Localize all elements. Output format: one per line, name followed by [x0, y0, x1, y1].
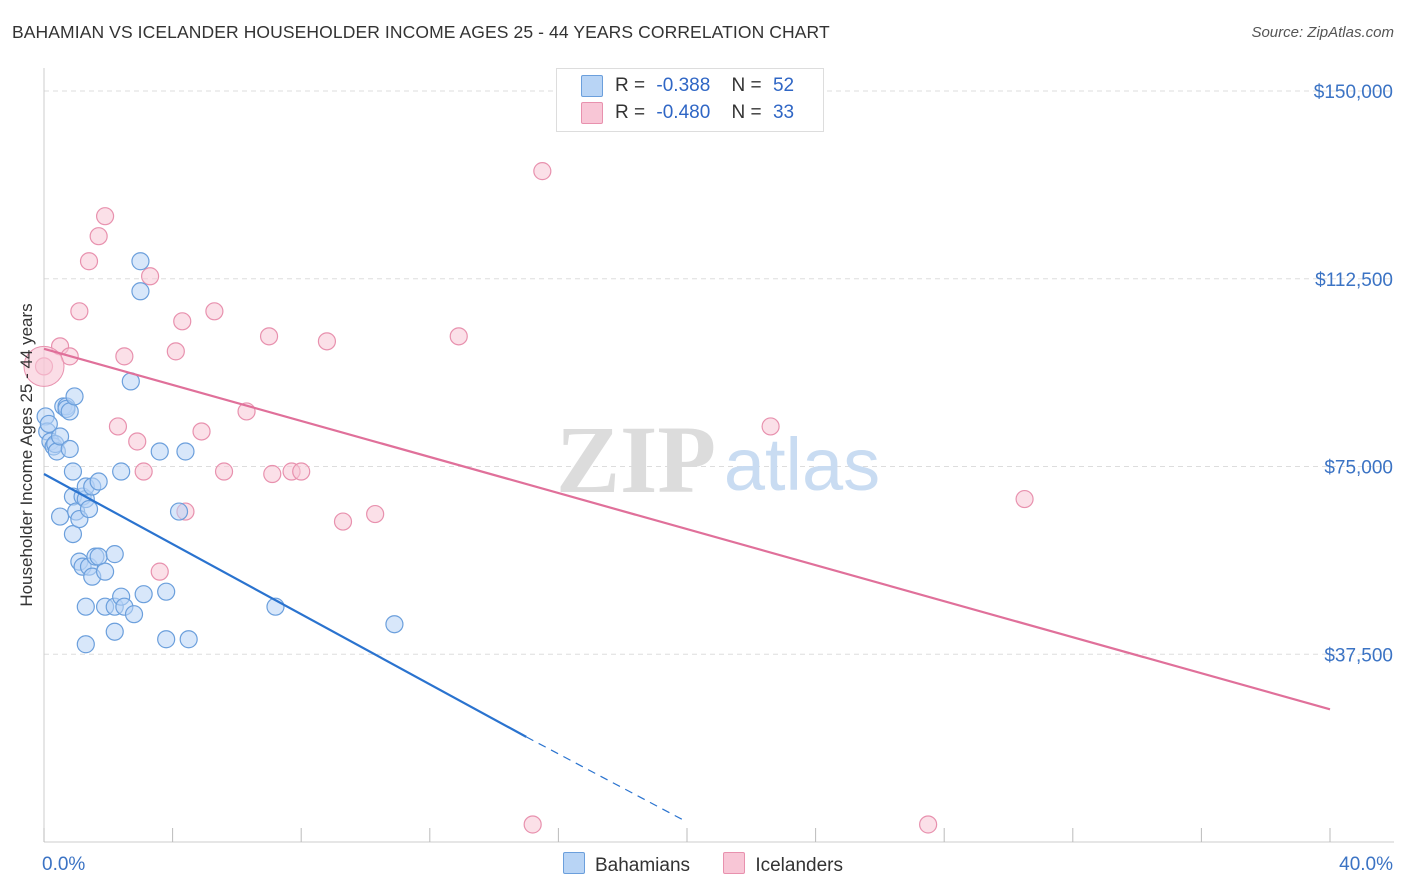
bahamians-point	[76, 597, 95, 616]
legend-n-label: N =	[731, 75, 762, 97]
icelanders-point	[292, 462, 311, 481]
bahamians-point	[76, 635, 95, 654]
y-tick-label: $112,500	[1315, 270, 1393, 291]
bahamians-point	[39, 414, 58, 434]
icelanders-point	[70, 302, 89, 321]
legend-n-label: N =	[731, 102, 762, 124]
icelanders-point	[259, 327, 279, 346]
legend-row-icelanders: R = -0.480 N = 33	[581, 102, 794, 126]
icelanders-point	[449, 327, 468, 346]
icelanders-point	[523, 815, 542, 834]
icelanders-point	[919, 815, 938, 834]
icelanders-point	[214, 462, 234, 481]
series-legend: Bahamians Icelanders	[0, 852, 1406, 877]
icelanders-point	[366, 504, 385, 524]
icelanders-point	[192, 422, 211, 441]
legend-label-icelanders: Icelanders	[755, 855, 843, 876]
bahamians-point	[60, 439, 79, 459]
bahamians-point	[79, 499, 99, 519]
legend-swatch-bahamians	[562, 852, 585, 874]
icelanders-point	[89, 227, 108, 246]
legend-n-value: 52	[772, 75, 795, 97]
y-tick-label: $150,000	[1314, 82, 1393, 103]
bahamians-point	[131, 252, 150, 271]
legend-item-bahamians: Bahamians	[562, 852, 691, 877]
icelanders-point	[134, 462, 153, 481]
icelanders-point	[333, 512, 353, 531]
source-credit: Source: ZipAtlas.com	[1251, 24, 1394, 41]
bahamians-point	[60, 402, 79, 421]
bahamians-point	[105, 545, 124, 564]
bahamians-trendline	[43, 473, 527, 738]
legend-r-label: R =	[615, 102, 646, 124]
bahamians-point	[157, 582, 176, 601]
bahamians-point	[63, 462, 83, 481]
icelanders-point	[128, 432, 147, 451]
bahamians-point	[157, 630, 176, 649]
icelanders-point	[115, 347, 134, 366]
trendlines	[43, 347, 1331, 823]
bahamians-point	[134, 585, 153, 604]
bahamians-point	[179, 630, 198, 649]
y-tick-label: $75,000	[1324, 458, 1393, 479]
icelanders-point	[166, 342, 185, 361]
bahamians-point	[131, 282, 150, 301]
legend-swatch-icelanders	[723, 852, 746, 874]
icelanders-points	[23, 162, 1034, 834]
icelanders-point	[173, 312, 192, 331]
bahamians-point	[95, 562, 115, 581]
bahamians-points	[36, 252, 404, 654]
watermark-atlas: atlas	[724, 423, 880, 506]
bahamians-point	[176, 442, 195, 461]
icelanders-point-large	[23, 345, 65, 387]
icelanders-point	[205, 302, 224, 321]
bahamians-point	[105, 622, 124, 641]
legend-item-icelanders: Icelanders	[723, 852, 843, 877]
bahamians-point	[50, 507, 70, 526]
correlation-legend: R = -0.388 N = 52 R = -0.480 N = 33	[556, 68, 824, 132]
legend-row-bahamians: R = -0.388 N = 52	[581, 75, 794, 99]
legend-r-value: -0.388	[656, 75, 711, 97]
legend-swatch-icelanders	[581, 102, 603, 124]
bahamians-trendline-extension	[525, 736, 688, 823]
watermark: ZIP atlas	[556, 406, 880, 513]
bahamians-point	[124, 605, 144, 624]
bahamians-point	[385, 615, 404, 634]
icelanders-point	[533, 162, 552, 181]
icelanders-point	[95, 207, 115, 226]
axes	[43, 68, 1394, 843]
bahamians-point	[65, 387, 84, 406]
bahamians-point	[169, 502, 189, 521]
icelanders-point	[79, 252, 99, 271]
legend-swatch-bahamians	[581, 75, 603, 97]
bahamians-point	[63, 524, 83, 544]
watermark-zip: ZIP	[556, 406, 716, 513]
icelanders-point	[317, 332, 337, 351]
bahamians-point	[150, 442, 169, 461]
x-tick-label-max: 40.0%	[1339, 854, 1393, 875]
y-axis-label: Householder Income Ages 25 - 44 years	[17, 303, 36, 607]
y-tick-label: $37,500	[1324, 645, 1393, 666]
legend-r-value: -0.480	[656, 102, 711, 124]
icelanders-point	[140, 267, 160, 286]
x-tick-label-min: 0.0%	[42, 854, 85, 875]
legend-r-label: R =	[615, 75, 646, 97]
bahamians-point	[112, 462, 131, 481]
bahamians-point	[50, 427, 70, 446]
legend-n-value: 33	[772, 102, 795, 124]
icelanders-point	[108, 417, 128, 436]
legend-label-bahamians: Bahamians	[594, 855, 691, 876]
icelanders-point	[263, 464, 282, 484]
bahamians-point	[89, 472, 108, 491]
gridlines	[44, 90, 1394, 655]
tick-labels: $37,500 $75,000 $112,500 $150,000 0.0% 40.0%	[42, 82, 1393, 875]
icelanders-point	[761, 417, 780, 436]
icelanders-trendline	[43, 347, 1331, 711]
icelanders-point	[150, 562, 169, 581]
icelanders-point	[1015, 489, 1034, 509]
chart-title: BAHAMIAN VS ICELANDER HOUSEHOLDER INCOME…	[12, 22, 830, 42]
